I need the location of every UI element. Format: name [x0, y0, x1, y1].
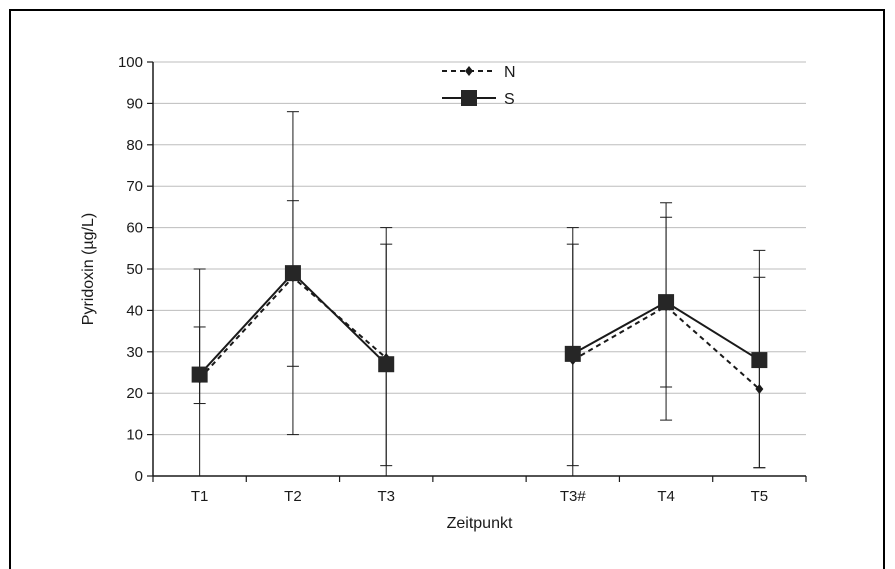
x-tick-label-T2: T2 [284, 488, 302, 505]
x-tick-label-T1: T1 [191, 488, 209, 505]
figure-frame [9, 9, 885, 569]
legend-marker-s [461, 90, 477, 106]
y-tick-label-10: 10 [126, 427, 143, 444]
point-S-T5 [751, 352, 768, 369]
y-tick-label-100: 100 [118, 54, 143, 71]
x-axis: T1 T2 T3 T3# T4 T5 [152, 475, 807, 505]
legend-marker-n [465, 66, 473, 76]
point-S-T3 [378, 356, 395, 373]
legend: N S [442, 64, 516, 108]
x-axis-title: Zeitpunkt [447, 515, 513, 532]
series-line-N-2 [572, 305, 761, 390]
y-tick-label-60: 60 [126, 220, 143, 237]
series-markers [191, 265, 768, 395]
error-bars [193, 111, 766, 477]
x-tick-label-T4: T4 [657, 488, 675, 505]
series-lines [198, 271, 761, 390]
legend-label-n: N [504, 64, 516, 81]
point-S-T4 [658, 294, 675, 311]
y-tick-label-90: 90 [126, 95, 143, 112]
y-tick-label-50: 50 [126, 261, 143, 278]
y-axis-title: Pyridoxin (µg/L) [80, 213, 97, 325]
point-S-T3# [564, 345, 581, 362]
y-tick-label-30: 30 [126, 344, 143, 361]
gridlines [153, 61, 806, 436]
point-N-T5 [755, 384, 764, 395]
point-S-T1 [191, 366, 208, 383]
y-tick-label-80: 80 [126, 137, 143, 154]
y-tick-label-40: 40 [126, 302, 143, 319]
y-tick-label-20: 20 [126, 385, 143, 402]
legend-label-s: S [504, 91, 515, 108]
x-tick-label-T5: T5 [751, 488, 769, 505]
y-tick-label-0: 0 [135, 468, 143, 485]
y-tick-label-70: 70 [126, 178, 143, 195]
x-tick-label-T3#: T3# [560, 488, 587, 505]
point-S-T2 [284, 265, 301, 282]
x-tick-label-T3: T3 [377, 488, 395, 505]
y-axis: 0 10 20 30 40 50 60 70 80 90 100 [118, 54, 154, 485]
